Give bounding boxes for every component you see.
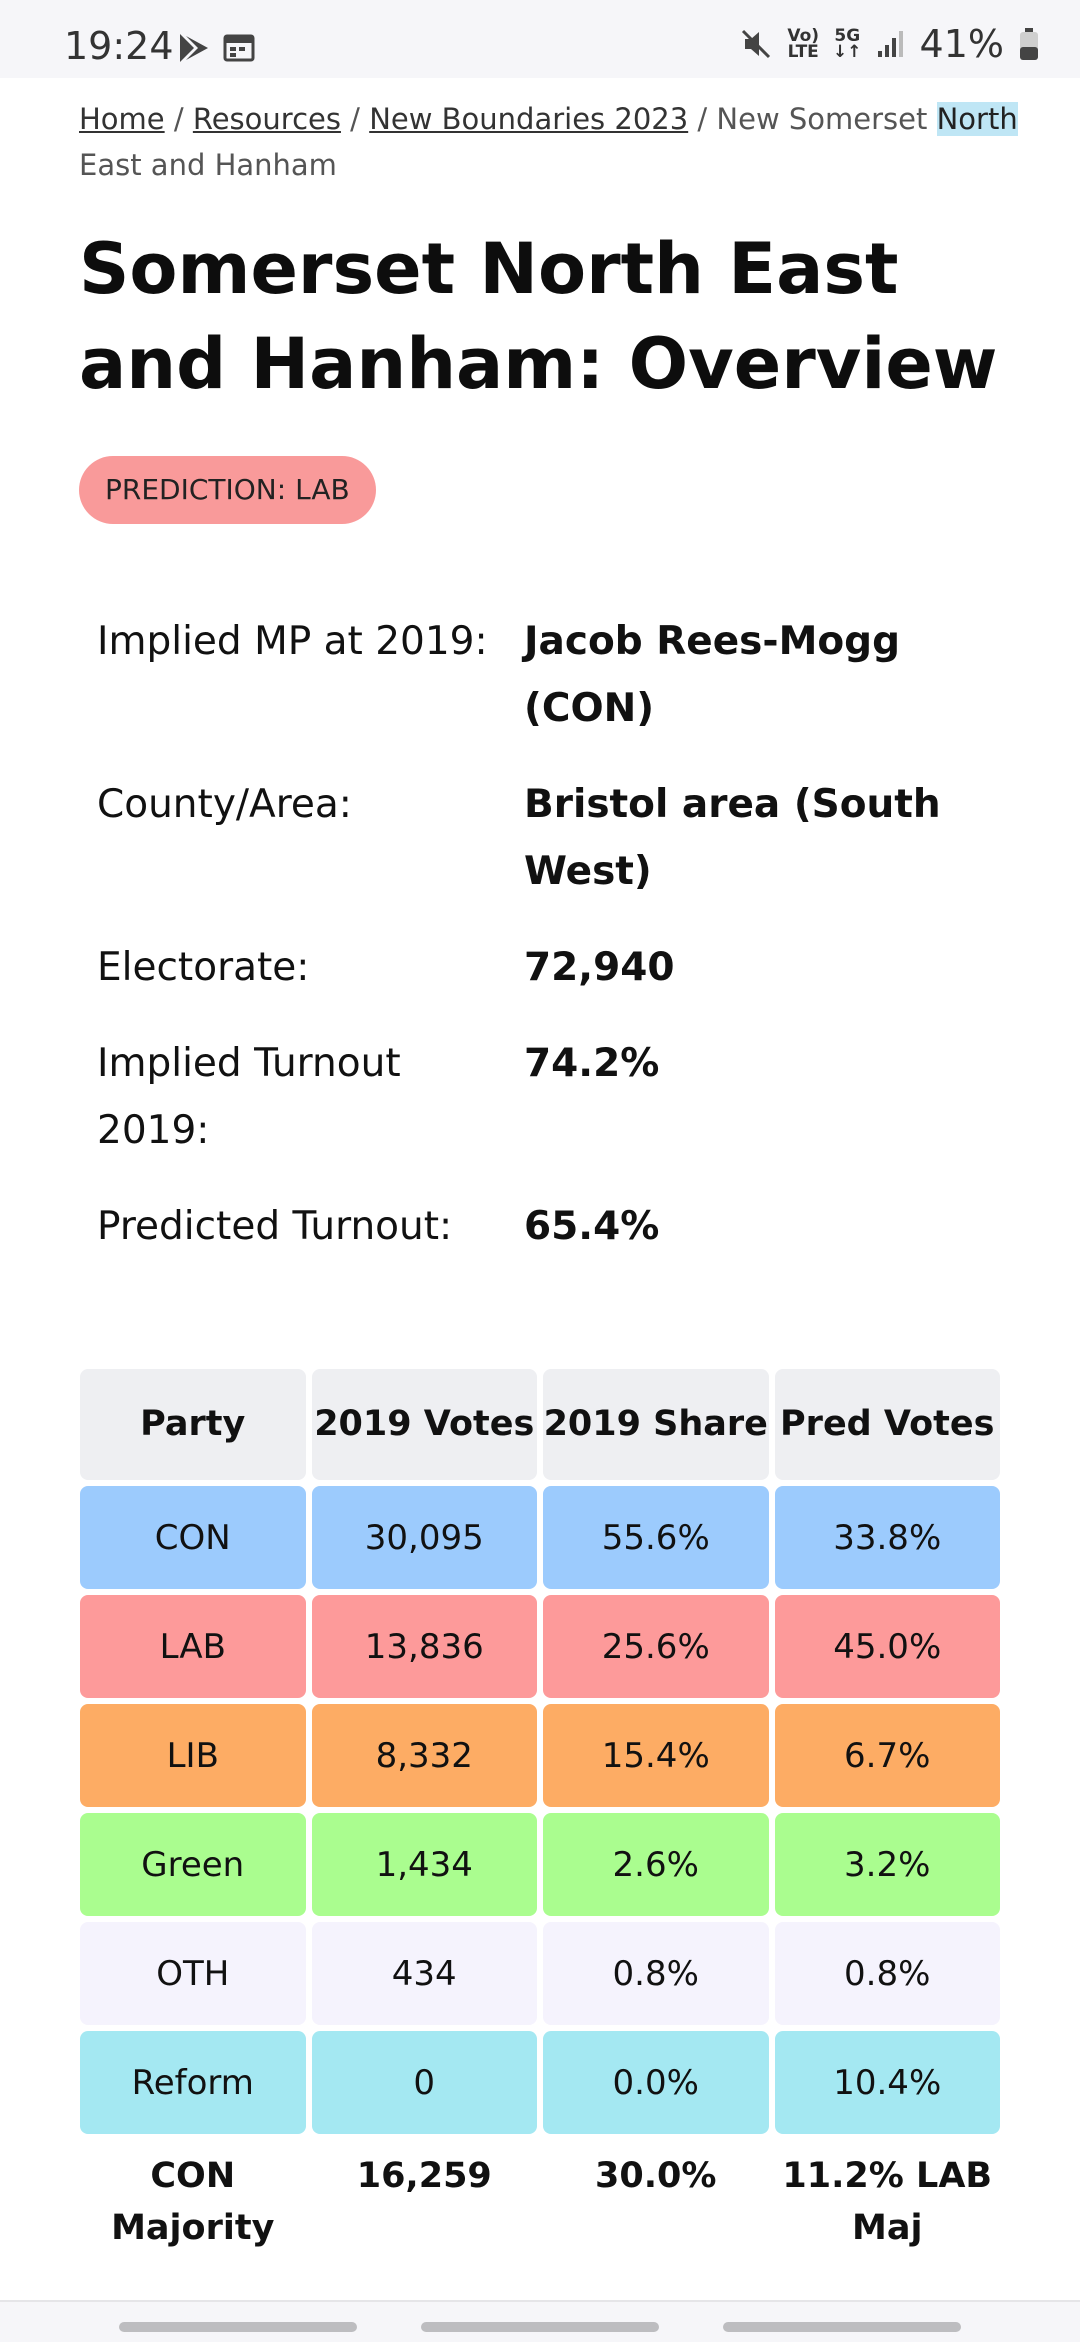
- info-row-county: County/Area: Bristol area (South West): [97, 771, 1027, 934]
- table-cell-pred: 6.7%: [774, 1704, 1000, 1807]
- breadcrumb-resources-link[interactable]: Resources: [192, 102, 341, 136]
- info-label: Implied Turnout 2019:: [97, 1041, 401, 1153]
- info-label: County/Area:: [97, 782, 352, 827]
- table-cell-pred: 45.0%: [774, 1595, 1000, 1698]
- info-row-predicted-turnout: Predicted Turnout: 65.4%: [97, 1193, 1027, 1289]
- info-value: 65.4%: [524, 1204, 660, 1249]
- column-header: 2019 Share: [543, 1369, 769, 1480]
- column-header: Party: [80, 1369, 306, 1480]
- table-row: LIB 8,332 15.4% 6.7%: [80, 1704, 1000, 1807]
- column-header: Pred Votes: [774, 1369, 1000, 1480]
- table-row: LAB 13,836 25.6% 45.0%: [80, 1595, 1000, 1698]
- table-cell-share2019: 0.8%: [543, 1922, 769, 2025]
- table-cell-votes2019: 30,095: [311, 1486, 537, 1589]
- signal-icon: [877, 31, 903, 57]
- battery-icon: [1020, 28, 1038, 60]
- table-cell-party: Green: [80, 1813, 306, 1916]
- status-time: 19:24: [64, 24, 174, 68]
- nav-pill: [421, 2322, 659, 2332]
- battery-percent: 41%: [919, 22, 1004, 66]
- prediction-badge: PREDICTION: LAB: [79, 456, 376, 524]
- constituency-info: Implied MP at 2019: Jacob Rees-Mogg (CON…: [97, 608, 1027, 1289]
- calendar-icon: [223, 34, 255, 62]
- table-row: Green 1,434 2.6% 3.2%: [80, 1813, 1000, 1916]
- footer-predicted-majority: 11.2% LAB Maj: [782, 2156, 993, 2248]
- info-row-implied-turnout: Implied Turnout 2019: 74.2%: [97, 1030, 1027, 1193]
- table-cell-votes2019: 434: [311, 1922, 537, 2025]
- status-bar: 19:24 Vo) LTE 5G ↓↑ 41%: [0, 0, 1080, 78]
- info-value: 74.2%: [524, 1041, 660, 1086]
- info-label: Predicted Turnout:: [97, 1204, 453, 1249]
- table-cell-party: LAB: [80, 1595, 306, 1698]
- table-cell-party: LIB: [80, 1704, 306, 1807]
- table-cell-party: OTH: [80, 1922, 306, 2025]
- table-footer-row: CON Majority 16,259 30.0% 11.2% LAB Maj: [80, 2140, 1000, 2254]
- breadcrumb-current: New Somerset North East and Hanham: [79, 102, 1018, 182]
- footer-majority-label: CON Majority: [111, 2156, 275, 2248]
- table-row: CON 30,095 55.6% 33.8%: [80, 1486, 1000, 1589]
- info-value: 72,940: [524, 945, 675, 990]
- info-value: Jacob Rees-Mogg (CON): [524, 619, 901, 731]
- system-nav-bar: [0, 2300, 1080, 2342]
- breadcrumb-home-link[interactable]: Home: [79, 102, 165, 136]
- info-label: Implied MP at 2019:: [97, 619, 488, 664]
- table-cell-pred: 33.8%: [774, 1486, 1000, 1589]
- info-label: Electorate:: [97, 945, 310, 990]
- table-cell-votes2019: 0: [311, 2031, 537, 2134]
- page-title: Somerset North East and Hanham: Overview: [79, 228, 998, 405]
- breadcrumb-new-boundaries-link[interactable]: New Boundaries 2023: [369, 102, 689, 136]
- nav-pill: [119, 2322, 357, 2332]
- table-cell-share2019: 15.4%: [543, 1704, 769, 1807]
- table-cell-share2019: 0.0%: [543, 2031, 769, 2134]
- table-header-row: Party 2019 Votes 2019 Share Pred Votes: [80, 1369, 1000, 1480]
- mute-icon: [742, 29, 771, 59]
- info-row-electorate: Electorate: 72,940: [97, 934, 1027, 1030]
- table-cell-share2019: 2.6%: [543, 1813, 769, 1916]
- footer-majority-share: 30.0%: [595, 2156, 717, 2196]
- volte-icon: Vo) LTE: [787, 26, 820, 62]
- table-cell-share2019: 55.6%: [543, 1486, 769, 1589]
- footer-majority-votes: 16,259: [356, 2156, 492, 2196]
- table-row: Reform 0 0.0% 10.4%: [80, 2031, 1000, 2134]
- table-cell-pred: 10.4%: [774, 2031, 1000, 2134]
- table-cell-party: Reform: [80, 2031, 306, 2134]
- info-row-implied-mp: Implied MP at 2019: Jacob Rees-Mogg (CON…: [97, 608, 1027, 771]
- network-5g-icon: 5G ↓↑: [833, 26, 862, 62]
- breadcrumb: Home / Resources / New Boundaries 2023 /…: [79, 102, 1018, 182]
- table-cell-pred: 3.2%: [774, 1813, 1000, 1916]
- selected-text-highlight: North: [936, 102, 1018, 136]
- table-cell-votes2019: 1,434: [311, 1813, 537, 1916]
- info-value: Bristol area (South West): [524, 782, 941, 894]
- table-cell-pred: 0.8%: [774, 1922, 1000, 2025]
- nav-pill: [723, 2322, 961, 2332]
- table-cell-party: CON: [80, 1486, 306, 1589]
- table-cell-votes2019: 13,836: [311, 1595, 537, 1698]
- table-row: OTH 434 0.8% 0.8%: [80, 1922, 1000, 2025]
- table-cell-votes2019: 8,332: [311, 1704, 537, 1807]
- column-header: 2019 Votes: [311, 1369, 537, 1480]
- results-table: Party 2019 Votes 2019 Share Pred Votes C…: [80, 1369, 1000, 2260]
- play-store-icon: [180, 34, 208, 62]
- table-cell-share2019: 25.6%: [543, 1595, 769, 1698]
